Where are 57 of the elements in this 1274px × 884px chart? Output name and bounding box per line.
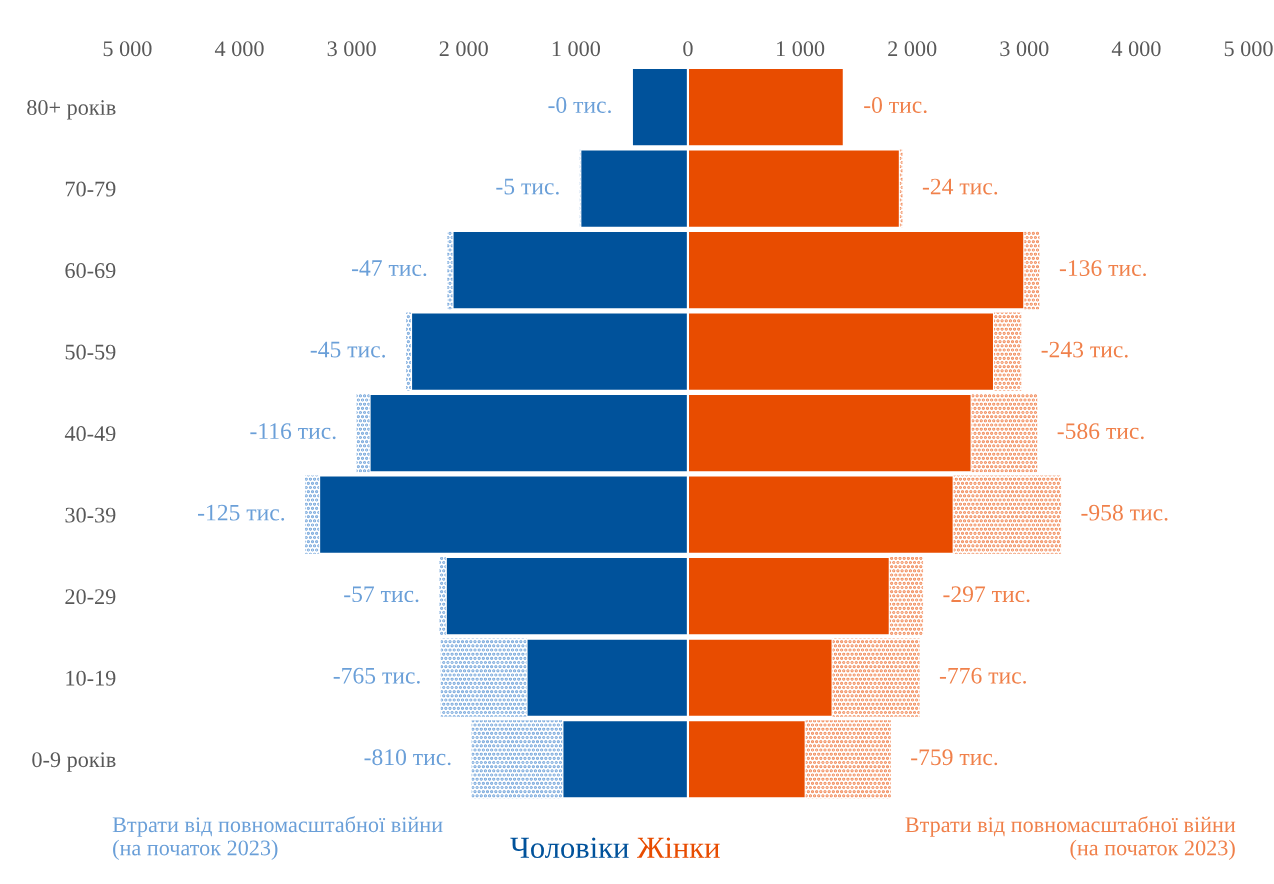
data-label: -765 тис. <box>333 667 420 684</box>
annotation: -759 тис. <box>911 749 998 766</box>
series-label: Жінки <box>637 837 720 858</box>
x-tick-label: 3 000 <box>327 41 376 57</box>
annotation: -958 тис. <box>1081 504 1168 521</box>
series-label: Втрати від повномасштабної війни (на початок 2023) <box>905 816 1236 860</box>
bar <box>899 149 903 228</box>
x-tick-label: 5 000 <box>103 41 152 57</box>
bar <box>832 638 920 717</box>
x-tick-label: 0 <box>683 41 693 57</box>
y-tick-label: 50-59 <box>65 344 116 360</box>
x-tick-label: 4 000 <box>214 41 264 57</box>
data-label: -5 тис. <box>496 178 559 195</box>
x-tick-label: 2 000 <box>439 41 488 57</box>
bar <box>994 312 1022 391</box>
y-tick-label: 20-29 <box>65 589 116 605</box>
bar <box>439 557 446 636</box>
y-tick-label: 0-9 років <box>32 752 116 772</box>
annotation: -297 тис. <box>943 586 1030 603</box>
annotation: -136 тис. <box>1059 260 1146 277</box>
x-tick-label: 1 000 <box>777 41 825 57</box>
bar <box>471 720 563 799</box>
x-tick-label: 5 000 <box>1224 41 1273 57</box>
annotation: -776 тис. <box>939 667 1026 684</box>
annotation: -0 тис. <box>864 97 927 114</box>
data-label: -47 тис. <box>351 260 427 277</box>
annotation: -243 тис. <box>1041 341 1128 358</box>
x-tick-label: 4 000 <box>1111 41 1161 57</box>
x-tick-label: 2 000 <box>888 41 937 57</box>
series-label: Втрати від повномасштабної війни (на початок 2023) <box>112 816 443 860</box>
y-tick-label: 70-79 <box>65 181 116 197</box>
bar <box>440 638 527 717</box>
y-tick-label: 10-19 <box>66 670 116 686</box>
data-label: -116 тис. <box>250 423 336 440</box>
annotation: -586 тис. <box>1057 423 1144 440</box>
y-tick-label: 60-69 <box>65 263 116 279</box>
series-label: Чоловіки <box>510 837 629 859</box>
y-tick-label: 30-39 <box>65 507 116 523</box>
bar <box>305 475 320 554</box>
bar <box>1024 230 1040 310</box>
annotation: -24 тис. <box>922 178 998 195</box>
x-tick-label: 1 000 <box>552 41 600 57</box>
data-label: -125 тис. <box>198 504 285 521</box>
bar <box>406 312 412 391</box>
data-label: -810 тис. <box>364 749 451 766</box>
bar <box>356 394 370 473</box>
bar <box>953 475 1062 554</box>
bar <box>889 557 924 636</box>
annotation: -0 тис. <box>548 97 611 114</box>
y-tick-label: 40-49 <box>64 426 116 442</box>
x-tick-label: 3 000 <box>1000 41 1049 57</box>
bar <box>805 720 891 799</box>
y-tick-label: 80+ років <box>27 99 116 120</box>
bar <box>971 394 1038 473</box>
bar <box>447 230 453 310</box>
data-label: -45 тис. <box>310 341 385 358</box>
data-label: -57 тис. <box>344 586 419 603</box>
